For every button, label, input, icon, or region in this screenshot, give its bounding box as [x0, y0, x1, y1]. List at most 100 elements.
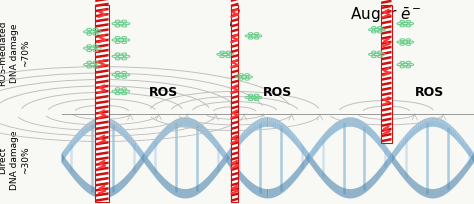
Polygon shape: [262, 119, 263, 123]
Polygon shape: [445, 122, 446, 131]
Polygon shape: [245, 176, 246, 186]
Polygon shape: [281, 184, 282, 194]
Polygon shape: [104, 189, 105, 198]
Polygon shape: [64, 157, 65, 167]
Polygon shape: [381, 92, 392, 97]
Polygon shape: [126, 130, 127, 140]
Polygon shape: [178, 188, 179, 197]
Polygon shape: [114, 186, 115, 195]
Polygon shape: [207, 129, 208, 139]
Polygon shape: [320, 169, 321, 179]
Polygon shape: [246, 129, 247, 139]
Polygon shape: [121, 127, 122, 131]
Polygon shape: [222, 159, 223, 169]
Polygon shape: [197, 121, 198, 131]
Polygon shape: [431, 119, 432, 122]
Polygon shape: [462, 139, 463, 143]
Polygon shape: [209, 175, 210, 185]
Polygon shape: [194, 120, 195, 130]
Polygon shape: [231, 95, 238, 100]
Polygon shape: [147, 149, 148, 159]
Polygon shape: [95, 49, 109, 54]
Polygon shape: [218, 142, 219, 152]
Polygon shape: [80, 177, 81, 187]
Polygon shape: [461, 170, 462, 180]
Polygon shape: [69, 142, 70, 153]
Polygon shape: [412, 178, 413, 188]
Polygon shape: [231, 24, 238, 29]
Polygon shape: [154, 166, 155, 177]
Polygon shape: [231, 167, 238, 171]
Polygon shape: [231, 14, 238, 18]
Polygon shape: [146, 156, 147, 167]
Polygon shape: [405, 171, 406, 181]
Polygon shape: [397, 161, 398, 171]
Polygon shape: [258, 120, 259, 129]
Polygon shape: [226, 153, 227, 163]
Polygon shape: [229, 157, 230, 168]
Polygon shape: [433, 118, 434, 127]
Polygon shape: [95, 119, 96, 129]
Text: ROS-mediated
DNA damage
~70%: ROS-mediated DNA damage ~70%: [0, 20, 30, 86]
Polygon shape: [132, 169, 133, 179]
Polygon shape: [217, 141, 218, 151]
Polygon shape: [172, 184, 173, 194]
Polygon shape: [433, 189, 434, 198]
Polygon shape: [231, 44, 238, 49]
Polygon shape: [321, 169, 322, 180]
Polygon shape: [95, 197, 109, 202]
Polygon shape: [439, 120, 440, 123]
Polygon shape: [187, 189, 188, 198]
Polygon shape: [320, 137, 321, 148]
Polygon shape: [387, 148, 388, 158]
Polygon shape: [425, 119, 426, 129]
Polygon shape: [263, 118, 264, 128]
Polygon shape: [123, 178, 124, 188]
Polygon shape: [295, 136, 296, 140]
Polygon shape: [125, 176, 126, 186]
Polygon shape: [95, 162, 109, 166]
Polygon shape: [333, 182, 334, 191]
Polygon shape: [217, 165, 218, 175]
Polygon shape: [95, 177, 109, 182]
Polygon shape: [393, 156, 394, 166]
Polygon shape: [374, 175, 375, 185]
Polygon shape: [164, 128, 165, 138]
Polygon shape: [425, 188, 426, 197]
Polygon shape: [231, 146, 238, 151]
Polygon shape: [206, 129, 207, 139]
Polygon shape: [95, 106, 109, 110]
Polygon shape: [208, 131, 209, 141]
Polygon shape: [242, 173, 243, 183]
Polygon shape: [458, 134, 459, 138]
Polygon shape: [140, 148, 141, 158]
Polygon shape: [451, 180, 452, 190]
Polygon shape: [164, 178, 165, 188]
Polygon shape: [266, 119, 267, 122]
Polygon shape: [231, 151, 238, 156]
Polygon shape: [289, 178, 290, 188]
Polygon shape: [254, 122, 255, 132]
Polygon shape: [457, 132, 458, 143]
Polygon shape: [426, 188, 427, 197]
Polygon shape: [276, 120, 277, 129]
Polygon shape: [398, 163, 399, 173]
Polygon shape: [128, 133, 129, 143]
Polygon shape: [223, 149, 224, 159]
Polygon shape: [224, 150, 225, 160]
Polygon shape: [107, 119, 108, 122]
Polygon shape: [381, 166, 382, 177]
Polygon shape: [369, 180, 370, 190]
Polygon shape: [212, 135, 213, 145]
Polygon shape: [260, 119, 261, 129]
Polygon shape: [310, 151, 311, 161]
Polygon shape: [89, 184, 90, 194]
Polygon shape: [216, 167, 217, 177]
Polygon shape: [233, 162, 234, 172]
Polygon shape: [153, 141, 154, 151]
Polygon shape: [231, 116, 238, 120]
Polygon shape: [296, 137, 297, 147]
Polygon shape: [128, 173, 129, 183]
Polygon shape: [300, 165, 301, 175]
Polygon shape: [196, 186, 197, 196]
